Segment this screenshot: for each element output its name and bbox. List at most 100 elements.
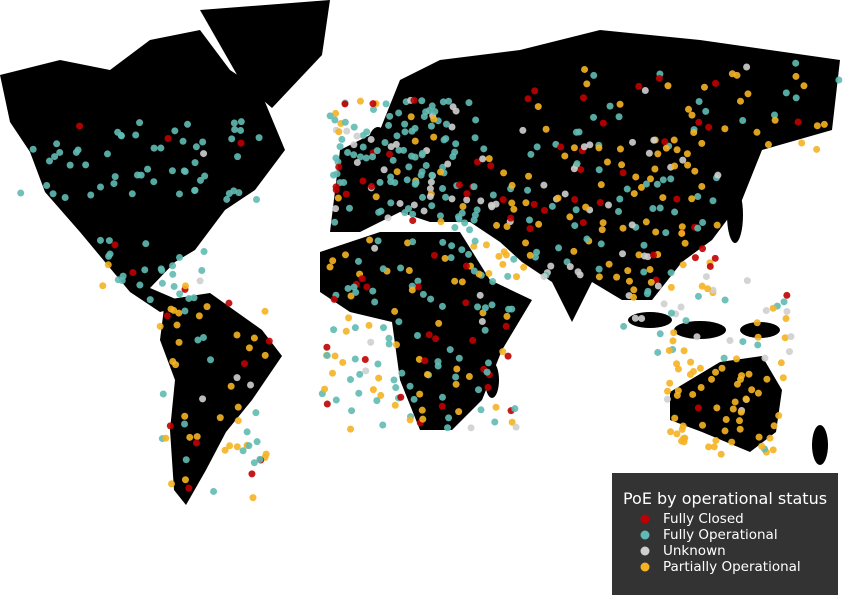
poe-dot — [359, 143, 367, 151]
poe-dot — [418, 97, 426, 105]
poe-dot — [637, 183, 645, 191]
poe-dot — [629, 138, 637, 146]
poe-dot — [694, 224, 702, 232]
poe-dot — [341, 100, 349, 108]
poe-dot — [408, 152, 416, 160]
poe-dot — [674, 365, 682, 373]
poe-dot — [470, 183, 478, 191]
poe-dot — [171, 127, 179, 135]
poe-dot — [623, 185, 631, 193]
poe-dot — [356, 97, 364, 105]
poe-dot — [164, 135, 172, 143]
poe-dot — [111, 241, 119, 249]
poe-dot — [448, 195, 456, 203]
poe-dot — [106, 250, 114, 258]
poe-dot — [234, 403, 242, 411]
poe-dot — [735, 417, 743, 425]
poe-dot — [566, 263, 574, 271]
poe-dot — [500, 169, 508, 177]
poe-dot — [542, 125, 550, 133]
poe-dot — [253, 438, 261, 446]
poe-dot — [455, 408, 463, 416]
island — [727, 187, 743, 243]
island — [628, 312, 672, 328]
poe-dot — [369, 386, 377, 394]
poe-dot — [410, 395, 418, 403]
poe-dot — [678, 223, 686, 231]
poe-dot — [667, 309, 675, 317]
poe-dot — [743, 63, 751, 71]
poe-dot — [331, 218, 339, 226]
poe-dot — [477, 197, 485, 205]
poe-dot — [262, 450, 270, 458]
poe-dot — [329, 369, 337, 377]
poe-dot — [397, 393, 405, 401]
poe-dot — [630, 286, 638, 294]
poe-dot — [775, 412, 783, 420]
poe-dot — [255, 134, 263, 142]
poe-dot — [418, 149, 426, 157]
poe-dot — [175, 338, 183, 346]
poe-dot — [392, 341, 400, 349]
eurasia — [330, 30, 840, 322]
poe-dot — [691, 254, 699, 262]
poe-dot — [777, 359, 785, 367]
australia — [670, 356, 782, 452]
poe-dot — [436, 212, 444, 220]
poe-dot — [150, 144, 158, 152]
poe-dot — [649, 205, 657, 213]
poe-dot — [426, 192, 434, 200]
poe-dot — [175, 190, 183, 198]
poe-dot — [511, 405, 519, 413]
poe-dot — [540, 181, 548, 189]
poe-dot — [53, 140, 61, 148]
poe-dot — [820, 120, 828, 128]
poe-dot — [504, 272, 512, 280]
poe-dot — [616, 100, 624, 108]
island — [674, 321, 726, 339]
poe-dot — [146, 296, 154, 304]
poe-dot — [721, 296, 729, 304]
poe-dot — [718, 364, 726, 372]
poe-dot — [813, 122, 821, 130]
poe-dot — [350, 283, 358, 291]
poe-dot — [196, 176, 204, 184]
poe-dot — [414, 277, 422, 285]
poe-dot — [185, 484, 193, 492]
poe-dot — [702, 107, 710, 115]
poe-dot — [117, 132, 125, 140]
poe-dot — [510, 255, 518, 263]
poe-dot — [481, 326, 489, 334]
poe-dot — [359, 177, 367, 185]
poe-dot — [428, 171, 436, 179]
poe-dot — [519, 126, 527, 134]
poe-dot — [615, 208, 623, 216]
poe-dot — [350, 151, 358, 159]
poe-dot — [694, 292, 702, 300]
poe-dot — [181, 412, 189, 420]
poe-dot — [579, 94, 587, 102]
poe-dot — [655, 74, 663, 82]
poe-dot — [572, 206, 580, 214]
poe-dot — [555, 244, 563, 252]
poe-dot — [729, 405, 737, 413]
poe-dot — [245, 442, 253, 450]
poe-dot — [405, 266, 413, 274]
poe-dot — [644, 287, 652, 295]
poe-dot — [418, 406, 426, 414]
poe-dot — [56, 148, 64, 156]
poe-dot — [409, 217, 417, 225]
poe-dot — [631, 314, 639, 322]
poe-dot — [695, 118, 703, 126]
poe-dot — [493, 221, 501, 229]
poe-dot — [416, 390, 424, 398]
poe-dot — [438, 402, 446, 410]
poe-dot — [698, 139, 706, 147]
poe-dot — [770, 111, 778, 119]
poe-dot — [448, 123, 456, 131]
poe-dot — [475, 386, 483, 394]
poe-dot — [179, 137, 187, 145]
legend-label: Fully Operational — [663, 527, 778, 543]
poe-dot — [321, 385, 329, 393]
legend-box — [612, 473, 838, 595]
